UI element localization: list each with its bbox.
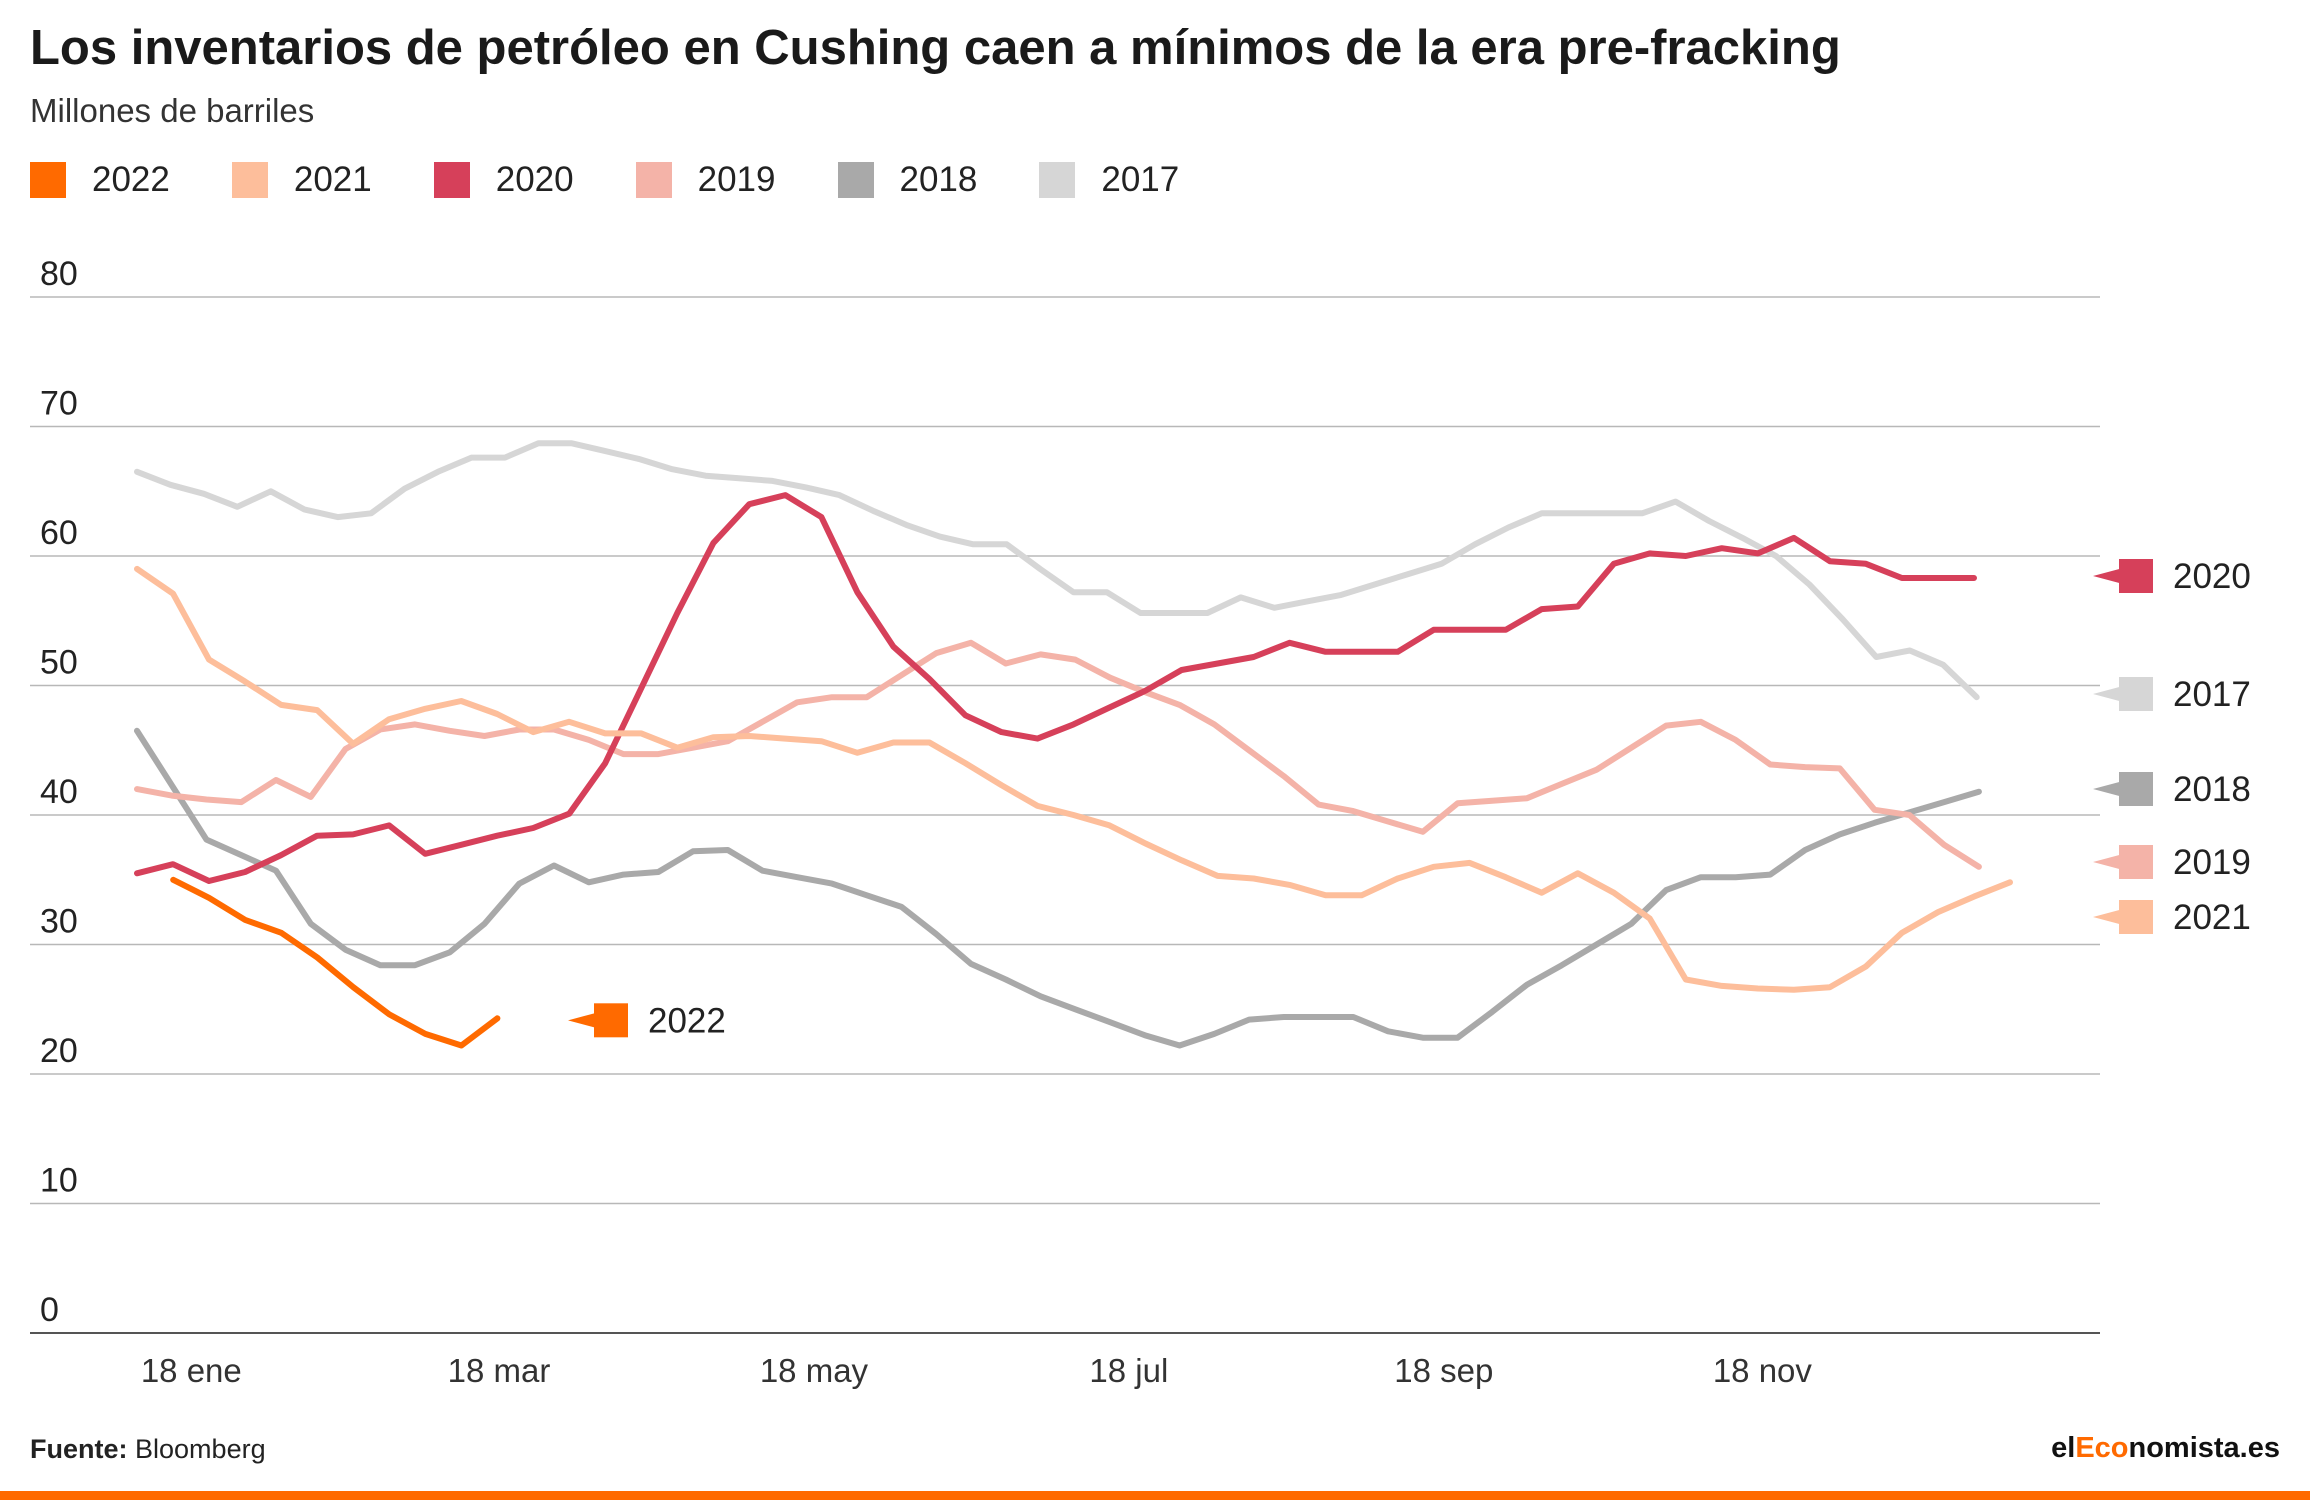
y-tick-label: 70 xyxy=(40,385,78,423)
end-label-pointer xyxy=(2093,568,2123,584)
legend-swatch xyxy=(231,162,268,198)
end-label-2019: 2019 xyxy=(2173,843,2251,882)
x-tick-label: 18 nov xyxy=(1713,1352,1813,1389)
bottom-accent-bar xyxy=(0,1491,2310,1500)
end-label-swatch xyxy=(2119,677,2153,711)
y-tick-label: 20 xyxy=(40,1032,78,1070)
legend-swatch xyxy=(635,162,672,198)
x-tick-label: 18 jul xyxy=(1089,1352,1168,1389)
end-label-pointer xyxy=(2093,686,2123,702)
source-label: Fuente: xyxy=(30,1434,128,1464)
series-line-2017 xyxy=(134,440,1980,701)
end-label-swatch xyxy=(2119,900,2153,934)
legend-label: 2017 xyxy=(1101,160,1180,199)
end-label-swatch xyxy=(2119,772,2153,806)
legend: 2022 2021 2020 2019 2018 2017 xyxy=(30,160,1241,200)
legend-swatch xyxy=(837,162,874,198)
legend-item-2019: 2019 xyxy=(635,160,776,200)
series-line-2021 xyxy=(134,565,2013,993)
chart-title: Los inventarios de petróleo en Cushing c… xyxy=(30,21,1841,75)
legend-label: 2018 xyxy=(899,160,978,199)
legend-item-2020: 2020 xyxy=(433,160,574,200)
end-label-pointer xyxy=(2093,854,2123,870)
end-label-pointer xyxy=(568,1012,598,1029)
y-tick-label: 0 xyxy=(40,1291,59,1329)
legend-swatch xyxy=(433,162,470,198)
y-tick-label: 60 xyxy=(40,514,78,552)
end-label-swatch xyxy=(594,1003,628,1038)
x-tick-label: 18 may xyxy=(760,1352,869,1389)
series-line-2019 xyxy=(134,639,1982,870)
end-label-2021: 2021 xyxy=(2173,898,2251,937)
legend-label: 2020 xyxy=(495,160,574,199)
legend-label: 2021 xyxy=(293,160,372,199)
end-label-2018: 2018 xyxy=(2173,770,2251,809)
source-value: Bloomberg xyxy=(135,1434,266,1464)
end-label-swatch xyxy=(2119,559,2153,593)
y-tick-label: 80 xyxy=(40,255,78,293)
y-tick-label: 50 xyxy=(40,644,78,682)
end-label-swatch xyxy=(2119,845,2153,879)
end-label-2022: 2022 xyxy=(648,1001,726,1040)
legend-item-2017: 2017 xyxy=(1039,160,1179,200)
end-label-pointer xyxy=(2093,909,2123,925)
legend-swatch xyxy=(30,162,66,198)
legend-label: 2022 xyxy=(92,160,170,199)
y-tick-label: 40 xyxy=(40,773,78,811)
legend-item-2018: 2018 xyxy=(837,160,978,200)
legend-item-2021: 2021 xyxy=(231,160,372,200)
legend-label: 2019 xyxy=(697,160,776,199)
legend-item-2022: 2022 xyxy=(30,160,170,200)
end-label-2017: 2017 xyxy=(2173,675,2251,714)
source-note: Fuente: Bloomberg xyxy=(30,1434,266,1465)
brand-logo: elEconomista.es xyxy=(2051,1432,2280,1464)
end-label-pointer xyxy=(2093,781,2123,797)
y-tick-label: 10 xyxy=(40,1162,78,1200)
series-line-2020 xyxy=(134,492,1977,884)
chart-subtitle: Millones de barriles xyxy=(30,92,315,129)
series-line-2022 xyxy=(170,876,501,1049)
y-tick-label: 30 xyxy=(40,903,78,941)
x-tick-label: 18 sep xyxy=(1394,1352,1493,1389)
series-line-2018 xyxy=(134,727,1982,1049)
end-label-2020: 2020 xyxy=(2173,557,2251,596)
legend-swatch xyxy=(1039,162,1076,198)
x-tick-label: 18 mar xyxy=(448,1352,551,1389)
x-tick-label: 18 ene xyxy=(141,1352,242,1389)
